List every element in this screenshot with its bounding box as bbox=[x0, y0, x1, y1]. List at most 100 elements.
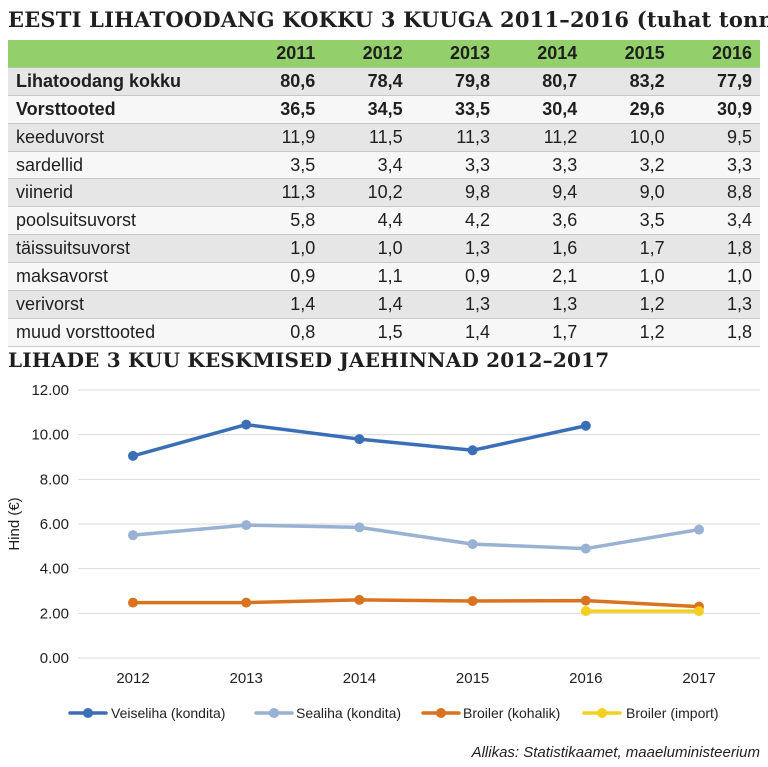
table-cell-value: 11,3 bbox=[236, 178, 324, 208]
series-point bbox=[241, 419, 252, 430]
table-row: verivorst 1,4 1,4 1,3 1,3 1,2 1,3 bbox=[8, 290, 760, 319]
y-tick-label: 12.00 bbox=[31, 382, 69, 399]
table-cell-value: 1,7 bbox=[585, 234, 673, 264]
table-cell-value: 5,8 bbox=[236, 206, 324, 236]
table-cell-value: 36,5 bbox=[236, 94, 324, 124]
table-cell-value: 1,5 bbox=[323, 317, 411, 347]
table-row-label: verivorst bbox=[8, 290, 236, 319]
table-cell-value: 30,4 bbox=[497, 94, 586, 124]
table-row-label: viinerid bbox=[8, 178, 236, 208]
series-point bbox=[128, 597, 138, 608]
series-point bbox=[354, 522, 365, 533]
series-point bbox=[467, 445, 478, 456]
table-cell-value: 9,5 bbox=[672, 122, 760, 152]
table-cell-value: 11,5 bbox=[323, 122, 411, 152]
chart-legend: Veiseliha (kondita) Sealiha (kondita) Broi… bbox=[68, 705, 719, 721]
table-header-row: 2011 2012 2013 2014 2015 2016 bbox=[8, 40, 760, 68]
series-point bbox=[354, 594, 365, 605]
table-cell-value: 1,0 bbox=[585, 262, 673, 292]
legend-marker bbox=[597, 708, 607, 718]
table-row-label: keeduvorst bbox=[8, 122, 236, 152]
table-header-year: 2016 bbox=[672, 40, 760, 68]
table-cell-value: 1,3 bbox=[410, 290, 498, 319]
table-header-year: 2015 bbox=[585, 40, 673, 68]
production-table-wrap: 2011 2012 2013 2014 2015 2016 Lihatoodan… bbox=[8, 40, 760, 347]
table-cell-value: 1,4 bbox=[236, 290, 324, 319]
series-point bbox=[580, 420, 591, 431]
y-tick-label: 10.00 bbox=[31, 427, 69, 444]
y-tick-label: 8.00 bbox=[40, 471, 69, 488]
table-header-year: 2012 bbox=[323, 40, 411, 68]
table-cell-value: 3,6 bbox=[497, 206, 586, 236]
y-tick-label: 6.00 bbox=[40, 516, 69, 533]
table-row-label: poolsuitsuvorst bbox=[8, 206, 236, 236]
x-tick-label: 2015 bbox=[456, 670, 489, 687]
table-cell-value: 9,0 bbox=[585, 178, 673, 208]
x-tick-label: 2017 bbox=[682, 670, 715, 687]
series-point bbox=[241, 597, 252, 608]
legend-marker bbox=[83, 708, 93, 718]
table-cell-value: 11,3 bbox=[410, 122, 498, 152]
legend-label: Sealiha (kondita) bbox=[296, 705, 401, 721]
table-row-label: täissuitsuvorst bbox=[8, 234, 236, 264]
table-row-label: maksavorst bbox=[8, 262, 236, 292]
legend-label: Veiseliha (kondita) bbox=[111, 705, 225, 721]
table-cell-value: 3,2 bbox=[585, 150, 673, 180]
y-tick-label: 0.00 bbox=[40, 650, 69, 667]
table-cell-value: 4,4 bbox=[323, 206, 411, 236]
table-row-label: Vorsttooted bbox=[8, 94, 236, 124]
table-row-label: sardellid bbox=[8, 150, 236, 180]
table-cell-value: 1,3 bbox=[672, 290, 760, 319]
series-point bbox=[467, 596, 478, 607]
legend-marker bbox=[436, 708, 446, 718]
y-tick-label: 4.00 bbox=[40, 561, 69, 578]
table-cell-value: 3,3 bbox=[672, 150, 760, 180]
table-cell-value: 1,0 bbox=[236, 234, 324, 264]
table-cell-value: 3,5 bbox=[236, 150, 324, 180]
series-point bbox=[694, 524, 704, 535]
table-cell-value: 1,2 bbox=[585, 290, 673, 319]
series-line bbox=[131, 598, 701, 609]
table-cell-value: 1,7 bbox=[497, 317, 586, 347]
series-point bbox=[580, 606, 591, 617]
table-cell-value: 3,4 bbox=[672, 206, 760, 236]
series-point bbox=[128, 450, 138, 461]
table-header-year: 2011 bbox=[236, 40, 324, 68]
legend-marker bbox=[269, 708, 279, 718]
table-cell-value: 1,8 bbox=[672, 234, 760, 264]
x-tick-label: 2016 bbox=[569, 670, 602, 687]
table-row-label: muud vorsttooted bbox=[8, 317, 236, 347]
y-tick-label: 2.00 bbox=[40, 605, 69, 622]
series-point bbox=[580, 543, 591, 554]
table-cell-value: 29,6 bbox=[585, 94, 673, 124]
series-point bbox=[128, 530, 138, 541]
series-line bbox=[131, 523, 701, 551]
table-cell-value: 33,5 bbox=[410, 94, 498, 124]
table-cell-value: 1,3 bbox=[410, 234, 498, 264]
table-cell-value: 10,0 bbox=[585, 122, 673, 152]
table-cell-value: 80,6 bbox=[236, 66, 324, 96]
table-cell-value: 1,1 bbox=[323, 262, 411, 292]
grid-lines: 0.00 2.00 4.00 6.00 8.00 10.00 12.00 bbox=[31, 382, 760, 667]
table-cell-value: 3,3 bbox=[410, 150, 498, 180]
x-tick-label: 2013 bbox=[230, 670, 263, 687]
table-header-year: 2013 bbox=[410, 40, 498, 68]
table-cell-value: 10,2 bbox=[323, 178, 411, 208]
series-group bbox=[128, 520, 704, 554]
series-point bbox=[694, 606, 704, 617]
table-cell-value: 1,3 bbox=[497, 290, 586, 319]
table-row: viinerid 11,3 10,2 9,8 9,4 9,0 8,8 bbox=[8, 178, 760, 208]
price-chart-container: 0.00 2.00 4.00 6.00 8.00 10.00 12.00 Hind (€) 20… bbox=[0, 375, 768, 767]
table-row: täissuitsuvorst 1,0 1,0 1,3 1,6 1,7 1,8 bbox=[8, 234, 760, 264]
table-row-label: Lihatoodang kokku bbox=[8, 66, 236, 96]
production-table: 2011 2012 2013 2014 2015 2016 Lihatoodan… bbox=[8, 40, 760, 347]
table-row: maksavorst 0,9 1,1 0,9 2,1 1,0 1,0 bbox=[8, 262, 760, 292]
table-row: sardellid 3,5 3,4 3,3 3,3 3,2 3,3 bbox=[8, 150, 760, 180]
series-group bbox=[580, 606, 704, 617]
series-group bbox=[128, 594, 704, 612]
table-cell-value: 1,8 bbox=[672, 317, 760, 347]
x-tick-label: 2014 bbox=[343, 670, 376, 687]
table-header-year: 2014 bbox=[497, 40, 586, 68]
price-line-chart: 0.00 2.00 4.00 6.00 8.00 10.00 12.00 Hind (€) 20… bbox=[6, 382, 760, 721]
series-point bbox=[354, 434, 365, 445]
